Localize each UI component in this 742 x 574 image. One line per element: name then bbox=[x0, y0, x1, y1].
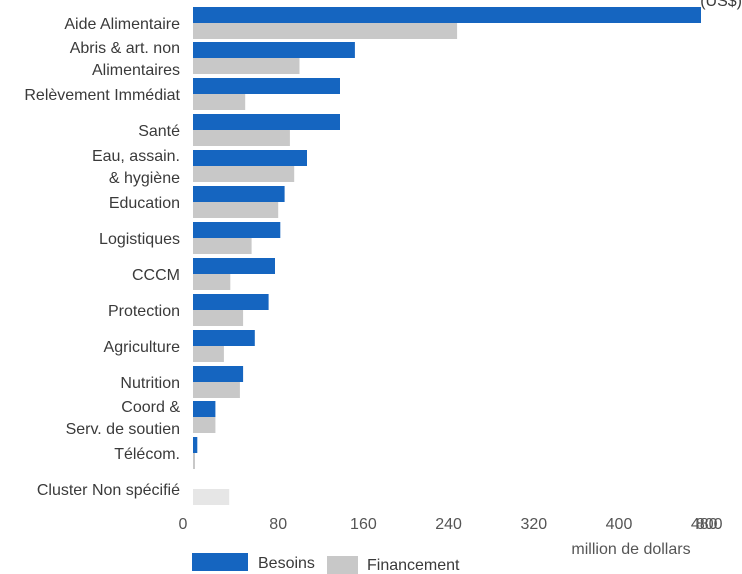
bar-financement-agriculture bbox=[193, 346, 224, 362]
category-label-coord-serv-de-soutien-line-1: Coord & bbox=[121, 399, 180, 416]
x-tick-400: 400 bbox=[606, 516, 633, 533]
category-label-relevement-immediat: Relèvement Immédiat bbox=[24, 87, 180, 104]
x-axis-title: million de dollars bbox=[571, 541, 690, 558]
bar-besoins-abris-art-non-alimentaires bbox=[193, 42, 355, 58]
x-tick-240: 240 bbox=[435, 516, 462, 533]
category-label-coord-serv-de-soutien-line-2: Serv. de soutien bbox=[66, 421, 180, 438]
bar-financement-cluster-non-specifie bbox=[193, 489, 230, 505]
category-labels: Aide Alimentaire Abris & art. non Alimenta… bbox=[24, 16, 180, 499]
x-tick-320: 320 bbox=[520, 516, 547, 533]
bar-besoins-nutrition bbox=[193, 366, 244, 382]
bar-financement-coord-serv-de-soutien bbox=[193, 417, 216, 433]
bar-financement-aide-alimentaire bbox=[193, 23, 458, 39]
bar-financement-relevement-immediat bbox=[193, 94, 246, 110]
category-label-abris-art-non-alimentaires-line-2: Alimentaires bbox=[92, 62, 180, 79]
category-label-sante: Santé bbox=[138, 123, 180, 140]
category-label-protection: Protection bbox=[108, 303, 180, 320]
legend-label-besoins: Besoins bbox=[258, 555, 315, 572]
bar-financement-cccm bbox=[193, 274, 231, 290]
category-label-eau-assain-hygiene-line-1: Eau, assain. bbox=[92, 148, 180, 165]
category-label-cluster-non-specifie: Cluster Non spécifié bbox=[37, 482, 180, 499]
bar-besoins-logistiques bbox=[193, 222, 281, 238]
x-tick-80: 80 bbox=[269, 516, 287, 533]
category-label-eau-assain-hygiene-line-2: & hygiène bbox=[109, 170, 180, 187]
legend-swatch-financement bbox=[327, 556, 358, 574]
x-tick-160: 160 bbox=[350, 516, 377, 533]
category-label-nutrition: Nutrition bbox=[120, 375, 180, 392]
bar-besoins-aide-alimentaire bbox=[193, 7, 701, 23]
bar-besoins-telecom bbox=[193, 437, 198, 453]
bars-layer bbox=[193, 7, 701, 505]
legend: Besoins Financement bbox=[192, 553, 460, 574]
bar-financement-abris-art-non-alimentaires bbox=[193, 58, 300, 74]
x-tick-0: 0 bbox=[179, 516, 188, 533]
bar-besoins-eau-assain-hygiene bbox=[193, 150, 307, 166]
bar-financement-eau-assain-hygiene bbox=[193, 166, 295, 182]
bar-financement-telecom bbox=[193, 453, 195, 469]
bar-financement-logistiques bbox=[193, 238, 252, 254]
bar-financement-education bbox=[193, 202, 279, 218]
bar-besoins-relevement-immediat bbox=[193, 78, 340, 94]
category-label-cccm: CCCM bbox=[132, 267, 180, 284]
bar-besoins-coord-serv-de-soutien bbox=[193, 401, 216, 417]
category-label-logistiques: Logistiques bbox=[99, 231, 180, 248]
bar-besoins-sante bbox=[193, 114, 340, 130]
category-label-aide-alimentaire: Aide Alimentaire bbox=[64, 16, 180, 33]
legend-label-financement: Financement bbox=[367, 557, 460, 574]
bar-financement-sante bbox=[193, 130, 290, 146]
bar-financement-nutrition bbox=[193, 382, 240, 398]
x-tick-480: 480 bbox=[691, 516, 718, 533]
bar-besoins-agriculture bbox=[193, 330, 255, 346]
bar-besoins-protection bbox=[193, 294, 269, 310]
bar-besoins-cccm bbox=[193, 258, 275, 274]
category-label-agriculture: Agriculture bbox=[104, 339, 181, 356]
category-label-education: Education bbox=[109, 195, 180, 212]
x-tick-800: 800 bbox=[696, 516, 723, 533]
top-note: (US$) bbox=[700, 0, 742, 10]
bar-besoins-education bbox=[193, 186, 285, 202]
category-label-telecom: Télécom. bbox=[114, 446, 180, 463]
legend-swatch-besoins bbox=[192, 553, 248, 571]
bar-financement-protection bbox=[193, 310, 244, 326]
category-label-abris-art-non-alimentaires-line-1: Abris & art. non bbox=[70, 40, 180, 57]
